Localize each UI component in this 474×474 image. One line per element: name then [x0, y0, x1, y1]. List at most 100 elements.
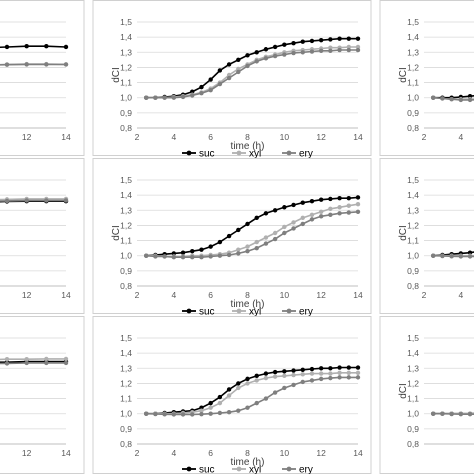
data-point — [236, 381, 241, 386]
y-tick-label: 1,3 — [407, 205, 419, 215]
data-point — [24, 44, 29, 49]
data-point — [226, 233, 232, 239]
data-point — [263, 235, 269, 240]
x-tick-label: 12 — [316, 132, 326, 142]
series — [0, 44, 69, 50]
y-tick-label: 1,2 — [407, 62, 419, 72]
data-point — [355, 365, 361, 370]
data-point — [467, 94, 473, 99]
data-point — [272, 236, 278, 242]
data-point — [44, 356, 49, 362]
data-point — [291, 41, 296, 46]
data-point — [245, 63, 250, 69]
data-point — [318, 37, 324, 43]
data-point — [337, 36, 342, 41]
data-point — [236, 247, 241, 252]
y-axis-label: dCI — [398, 67, 409, 83]
x-tick-label: 6 — [208, 290, 213, 300]
series-line — [0, 199, 66, 202]
data-point — [272, 53, 278, 59]
data-point — [208, 87, 213, 93]
data-point — [263, 241, 269, 246]
data-point — [431, 411, 436, 416]
series — [431, 95, 474, 103]
data-point — [171, 95, 177, 100]
x-axis-label: time (h) — [231, 457, 265, 468]
x-tick-label: 14 — [353, 132, 363, 142]
data-point — [337, 205, 342, 210]
x-tick-label: 14 — [61, 290, 71, 300]
y-axis-label: dCI — [398, 225, 409, 241]
data-point — [226, 72, 232, 78]
data-point — [458, 411, 464, 417]
panel-frame — [379, 316, 474, 474]
data-point — [318, 48, 324, 53]
data-point — [318, 197, 324, 202]
x-tick-label: 8 — [245, 132, 250, 142]
data-point — [199, 247, 204, 252]
data-point — [245, 381, 250, 386]
data-point — [355, 195, 361, 200]
data-point — [226, 62, 232, 67]
data-point — [190, 255, 195, 260]
legend-entry: suc — [182, 149, 215, 160]
data-point — [217, 68, 223, 73]
data-point — [337, 195, 342, 201]
legend-marker — [236, 308, 242, 314]
data-point — [162, 254, 167, 259]
panel-frame — [379, 158, 474, 314]
x-tick-label: 10 — [280, 132, 290, 142]
data-point — [180, 255, 186, 260]
series — [0, 62, 69, 67]
data-point — [458, 254, 464, 259]
data-point — [63, 62, 69, 67]
data-point — [4, 44, 10, 50]
y-tick-label: 1,1 — [120, 394, 132, 404]
series — [431, 253, 474, 259]
y-tick-label: 1,4 — [120, 190, 132, 200]
data-point — [355, 209, 361, 214]
data-point — [346, 47, 351, 53]
data-point — [282, 224, 287, 230]
data-point — [199, 411, 204, 417]
y-tick-label: 0,8 — [120, 439, 132, 449]
data-point — [282, 369, 287, 374]
legend-entry: xyl — [232, 465, 261, 474]
data-point — [226, 252, 232, 258]
data-point — [355, 375, 361, 380]
data-point — [63, 356, 69, 362]
x-tick-label: 6 — [208, 132, 213, 142]
legend-entry: ery — [282, 465, 313, 474]
chart-panel: 0,8 0,9 1,0 1,1 1,2 1,3 1,4 1,5 2 4 dCI — [379, 0, 474, 156]
legend-marker — [286, 150, 292, 156]
data-point — [245, 376, 250, 382]
data-point — [217, 394, 223, 400]
y-tick-label: 1,5 — [120, 175, 132, 185]
series — [0, 356, 69, 362]
y-tick-label: 1,3 — [407, 47, 419, 57]
data-point — [291, 50, 296, 56]
y-tick-label: 0,8 — [120, 123, 132, 133]
data-point — [226, 410, 232, 415]
x-tick-label: 14 — [353, 448, 363, 458]
data-point — [162, 95, 167, 100]
data-point — [346, 370, 351, 376]
chart-panel: 0,8 0,9 1,0 1,1 1,2 1,3 1,4 1,5 2 4 dCI — [379, 158, 474, 314]
data-point — [300, 367, 305, 372]
data-point — [309, 217, 315, 222]
data-point — [328, 196, 333, 202]
y-tick-label: 1,2 — [120, 378, 132, 388]
data-point — [4, 198, 10, 204]
x-axis-label: time (h) — [231, 299, 265, 310]
series — [0, 360, 69, 366]
data-point — [254, 378, 259, 383]
legend-label: xyl — [249, 307, 261, 318]
legend-marker — [236, 466, 242, 472]
data-point — [63, 44, 69, 50]
legend-label: suc — [199, 307, 215, 318]
data-point — [190, 412, 195, 417]
legend-entry: xyl — [232, 307, 261, 318]
data-point — [449, 97, 454, 102]
legend-label: ery — [299, 307, 313, 318]
legend-label: ery — [299, 465, 313, 474]
